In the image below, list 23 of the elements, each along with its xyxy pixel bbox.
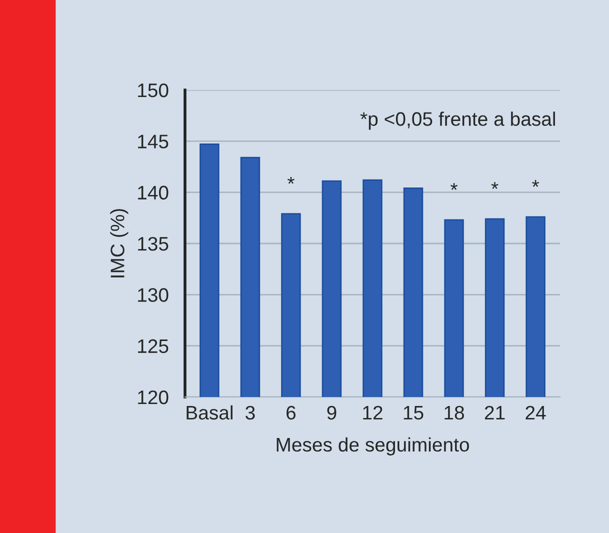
annotation: *: [491, 182, 498, 189]
x-tick-label: 12: [363, 406, 382, 420]
annotation: *: [450, 183, 458, 190]
x-tick-label: 18: [444, 406, 464, 420]
y-tick-label: 140: [138, 186, 168, 200]
x-tick-label: 21: [484, 406, 505, 420]
x-axis-title: Meses de seguimiento: [276, 437, 469, 456]
y-tick-label: 125: [138, 339, 168, 354]
y-tick-label: 130: [138, 288, 168, 302]
annotation: *p <0,05 frente a basal: [360, 112, 555, 130]
annotation: *: [532, 180, 540, 187]
x-tick-label: Basal: [186, 405, 232, 420]
annotation: *: [288, 176, 294, 184]
y-tick-label: 135: [138, 236, 168, 251]
x-tick-label: 15: [404, 406, 424, 420]
x-tick-label: 24: [526, 406, 546, 420]
x-tick-label: 3: [246, 406, 255, 420]
x-tick-label: 6: [286, 406, 296, 420]
y-tick-label: 120: [138, 390, 168, 404]
y-tick-label: 150: [138, 83, 168, 98]
y-axis-title: IMC (%): [110, 209, 128, 278]
x-tick-label: 9: [327, 406, 336, 420]
y-tick-label: 145: [138, 134, 168, 148]
